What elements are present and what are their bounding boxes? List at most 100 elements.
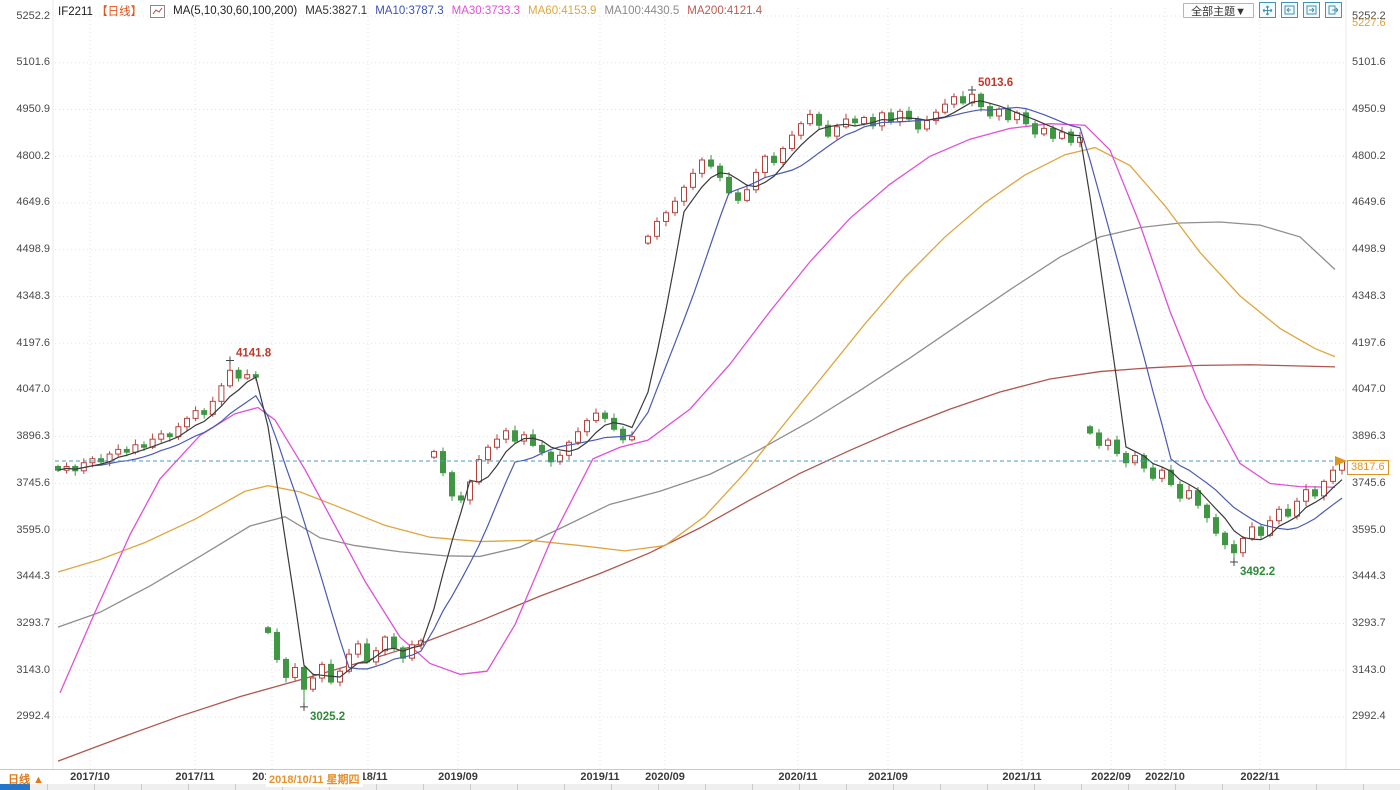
left-axis-label: 4950.9 — [16, 102, 50, 115]
candle-body — [969, 93, 975, 104]
candle-body — [1096, 432, 1102, 446]
candle-body — [951, 96, 957, 105]
extreme-cross-marker — [1230, 557, 1238, 566]
candle-body — [602, 412, 608, 419]
candle-body — [244, 374, 251, 379]
candle-body — [942, 103, 948, 113]
right-axis-label: 3444.3 — [1352, 570, 1386, 583]
left-axis-label: 3444.3 — [16, 570, 50, 583]
candle-body — [843, 118, 849, 128]
left-axis-label: 3143.0 — [16, 663, 50, 676]
candle-body — [593, 412, 599, 422]
candle-body — [906, 110, 912, 120]
ma5-line — [57, 100, 1343, 678]
candle-body — [1312, 489, 1318, 497]
candle-body — [861, 116, 867, 125]
candle-body — [218, 385, 225, 402]
chart-export-icon[interactable] — [1325, 2, 1342, 18]
current-price-arrow — [1335, 456, 1347, 467]
candle-body — [1150, 467, 1156, 479]
candle-body — [1123, 452, 1129, 464]
period-label: 【日线】 — [96, 6, 143, 18]
left-axis-label: 4649.6 — [16, 196, 50, 209]
right-axis-label: 4950.9 — [1352, 102, 1386, 115]
candle-body — [1114, 439, 1120, 454]
candle-body — [1231, 544, 1237, 554]
candle-body — [1032, 123, 1038, 135]
candle-body — [1204, 504, 1210, 519]
candle-body — [227, 369, 233, 387]
left-axis-label: 4800.2 — [16, 149, 50, 162]
candle-body — [449, 472, 455, 497]
left-axis-label: 4047.0 — [16, 383, 50, 396]
candle-body — [98, 458, 104, 463]
ma10-value-label: MA10:3787.3 — [375, 5, 444, 17]
candle-body — [476, 459, 482, 483]
chart-next-icon[interactable] — [1303, 2, 1320, 18]
candle-body — [1321, 480, 1327, 497]
candle-body — [708, 159, 714, 167]
candle-body — [996, 108, 1002, 117]
left-axis-label: 2992.4 — [16, 710, 50, 723]
horizontal-scrollbar[interactable] — [0, 784, 1400, 790]
candle-body — [548, 451, 554, 463]
candle-body — [1285, 508, 1291, 517]
candle-body — [1258, 526, 1264, 536]
right-axis-label: 4498.9 — [1352, 243, 1386, 256]
theme-dropdown-button[interactable]: 全部主题▼ — [1183, 2, 1254, 18]
candle-body — [672, 200, 678, 214]
scrollbar-thumb[interactable] — [0, 784, 30, 790]
left-axis-label: 4498.9 — [16, 243, 50, 256]
indicator-settings-icon[interactable] — [150, 4, 166, 18]
right-axis-label: 4800.2 — [1352, 149, 1386, 162]
candle-body — [265, 627, 271, 633]
extreme-cross-marker — [968, 86, 976, 95]
chart-toolbar: 全部主题▼ — [1183, 2, 1342, 18]
x-axis-label: 2020/09 — [645, 771, 685, 783]
extreme-price-annotation: 5013.6 — [978, 77, 1013, 89]
candle-body — [888, 112, 894, 123]
candle-body — [726, 176, 732, 194]
ma200-line — [57, 364, 1336, 762]
extreme-cross-marker — [300, 702, 308, 711]
candle-body — [1050, 127, 1056, 139]
candle-body — [382, 636, 388, 652]
candle-body — [771, 155, 777, 163]
candle-body — [1303, 489, 1309, 502]
x-axis-label: 2019/11 — [580, 771, 620, 783]
candle-body — [1041, 127, 1047, 135]
candle-body — [1195, 490, 1201, 506]
left-axis-label: 4348.3 — [16, 289, 50, 302]
candle-body — [192, 410, 199, 419]
extreme-price-annotation: 4141.8 — [236, 347, 272, 359]
ma60-value-label: MA60:4153.9 — [528, 5, 597, 17]
candle-body — [663, 212, 669, 222]
right-axis-label: 3896.3 — [1352, 430, 1386, 443]
candle-body — [557, 454, 563, 463]
candle-body — [1222, 532, 1228, 546]
right-axis-label: 4047.0 — [1352, 383, 1386, 396]
candle-body — [512, 430, 518, 442]
candle-body — [115, 448, 122, 455]
chart-legend: IF2211 【日线】 MA(5,10,30,60,100,200) MA5:3… — [58, 3, 762, 19]
candle-body — [166, 433, 173, 438]
left-axis-label: 3293.7 — [16, 617, 50, 630]
left-axis-label: 3745.6 — [16, 476, 50, 489]
period-tab-daily[interactable]: 日线 ▲ — [8, 774, 44, 786]
pan-tool-icon[interactable] — [1259, 2, 1276, 18]
candle-body — [391, 636, 397, 649]
candle-body — [1186, 490, 1192, 499]
candle-body — [141, 444, 147, 448]
x-axis-label: 2022/09 — [1091, 771, 1131, 783]
symbol-label: IF2211 【日线】 — [58, 3, 142, 19]
chart-prev-icon[interactable] — [1281, 2, 1298, 18]
ma30-value-label: MA30:3733.3 — [451, 5, 521, 17]
candle-body — [364, 643, 370, 663]
right-axis-label: 3143.0 — [1352, 663, 1386, 676]
candle-body — [690, 172, 696, 188]
candle-body — [158, 433, 165, 440]
candle-body — [825, 124, 831, 137]
candle-body — [1132, 455, 1138, 464]
